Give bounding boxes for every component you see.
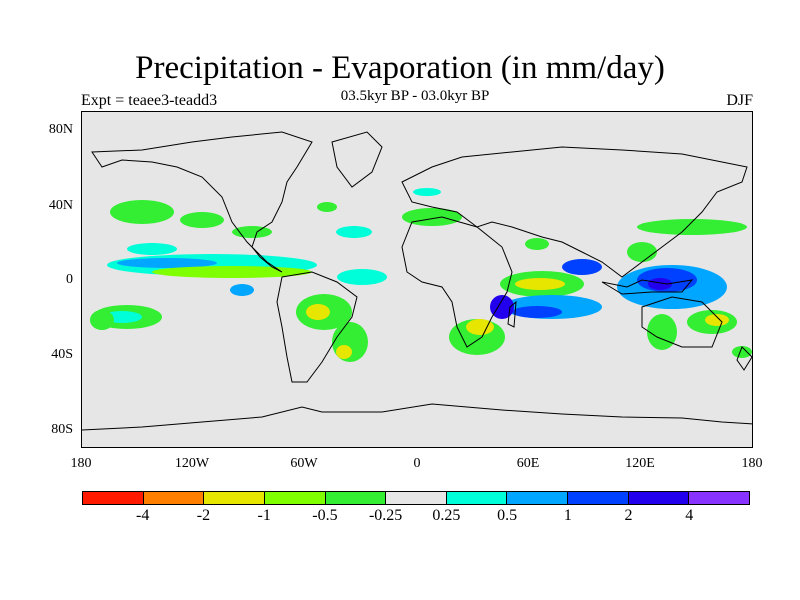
- colorbar-label: -4: [136, 507, 150, 524]
- plot-subtitle: 03.5kyr BP - 03.0kyr BP: [340, 88, 490, 104]
- anomaly-patch: [180, 212, 224, 228]
- map-panel: [81, 111, 753, 448]
- colorbar-label: 2: [624, 507, 633, 524]
- anomaly-patch: [648, 278, 672, 290]
- lon-label: 180: [70, 456, 92, 471]
- anomaly-patch: [413, 188, 441, 196]
- colorbar-label: 0.5: [497, 507, 518, 524]
- anomaly-patch: [705, 314, 729, 326]
- coastline-eurasia: [401, 146, 748, 278]
- anomaly-patch: [230, 284, 254, 296]
- lat-label: 80S: [51, 422, 73, 437]
- anomaly-patch: [525, 238, 549, 250]
- lon-label: 0: [413, 456, 421, 471]
- colorbar-swatch: [204, 492, 265, 504]
- anomaly-patch: [337, 269, 387, 285]
- anomaly-patch: [306, 304, 330, 320]
- coastline-new-zealand: [736, 346, 752, 371]
- lon-label: 180: [741, 456, 763, 471]
- anomaly-patch: [637, 219, 747, 235]
- colorbar-swatch: [386, 492, 447, 504]
- colorbar-swatch: [83, 492, 144, 504]
- colorbar-swatch: [264, 492, 326, 504]
- colorbar-swatch: [143, 492, 205, 504]
- coastline-africa: [401, 216, 513, 348]
- anomaly-patch: [562, 259, 602, 275]
- coastline-north-america: [91, 131, 313, 273]
- anomaly-patch: [336, 345, 352, 359]
- colorbar-swatch: [507, 492, 569, 504]
- lon-label: 60E: [516, 456, 540, 471]
- coastline-greenland: [331, 131, 383, 188]
- lon-label: 120E: [625, 456, 655, 471]
- lat-label: 80N: [48, 122, 73, 137]
- anomaly-patch: [117, 258, 217, 268]
- anomaly-patch: [127, 243, 177, 255]
- coastline-indonesia: [601, 279, 694, 295]
- colorbar-swatch: [568, 492, 629, 504]
- anomaly-patch: [490, 295, 514, 319]
- anomaly-patch: [515, 278, 565, 290]
- anomaly-patch: [317, 202, 337, 212]
- anomaly-patch: [336, 226, 372, 238]
- coastline-australia: [641, 296, 723, 348]
- anomaly-patch: [232, 226, 272, 238]
- anomaly-patch: [90, 310, 114, 330]
- coastline-madagascar: [507, 300, 517, 328]
- lon-label: 120W: [174, 456, 210, 471]
- colorbar-swatch: [446, 492, 508, 504]
- colorbar: [82, 491, 750, 505]
- lat-label: 0: [66, 272, 73, 287]
- season-label: DJF: [726, 92, 753, 109]
- anomaly-patches: [90, 188, 752, 362]
- anomaly-patch: [110, 200, 174, 224]
- map-svg: [82, 131, 752, 431]
- lat-label: 40N: [48, 198, 73, 213]
- colorbar-swatch: [628, 492, 690, 504]
- lat-label: 40S: [51, 347, 73, 362]
- coastlines: [82, 131, 752, 431]
- anomaly-patch: [152, 266, 312, 278]
- colorbar-swatch: [325, 492, 387, 504]
- colorbar-swatch: [689, 492, 750, 504]
- experiment-label: Expt = teaee3-teadd3: [81, 92, 218, 109]
- anomaly-patch: [466, 319, 494, 335]
- colorbar-label: 0.25: [432, 507, 461, 524]
- plot-title: Precipitation - Evaporation (in mm/day): [135, 50, 665, 86]
- anomaly-patch: [647, 314, 677, 350]
- colorbar-label: -0.5: [312, 507, 338, 524]
- coastline-south-america: [276, 271, 358, 383]
- anomaly-patch: [732, 346, 752, 358]
- lon-label: 60W: [290, 456, 318, 471]
- colorbar-label: -2: [196, 507, 211, 524]
- colorbar-label: 1: [563, 507, 572, 524]
- anomaly-patch: [512, 306, 562, 318]
- colorbar-label: 4: [685, 507, 694, 524]
- colorbar-label: -0.25: [368, 507, 403, 524]
- anomaly-patch: [627, 242, 657, 262]
- coastline-antarctica: [82, 403, 752, 431]
- colorbar-label: -1: [257, 507, 271, 524]
